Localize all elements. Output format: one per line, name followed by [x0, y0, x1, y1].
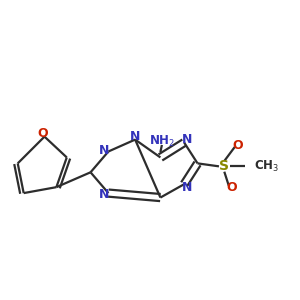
Text: N: N — [99, 188, 109, 201]
Text: S: S — [219, 159, 229, 173]
Text: N: N — [182, 133, 192, 146]
Text: N: N — [130, 130, 140, 142]
Text: O: O — [226, 181, 237, 194]
Text: N: N — [99, 143, 109, 157]
Text: N: N — [182, 181, 192, 194]
Text: CH$_3$: CH$_3$ — [254, 159, 279, 174]
Text: O: O — [232, 139, 243, 152]
Text: NH$_2$: NH$_2$ — [149, 134, 175, 148]
Text: O: O — [38, 127, 48, 140]
